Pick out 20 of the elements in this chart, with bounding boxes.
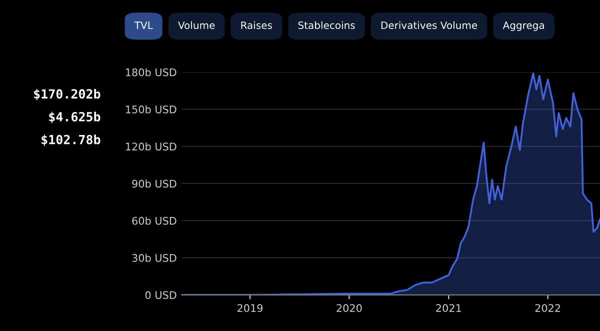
y-tick-label: 30b USD: [132, 254, 176, 262]
y-tick-label: 90b USD: [132, 180, 176, 188]
text: Raises: [241, 21, 272, 30]
y-tick-label: 120b USD: [126, 142, 176, 151]
text: $4.625b: [49, 112, 100, 124]
text: Aggrega: [502, 22, 544, 31]
text: TVL: [134, 22, 153, 29]
text: $170.202b: [34, 88, 100, 100]
text: Volume: [178, 21, 215, 30]
x-tick-label: 2022: [535, 304, 560, 312]
x-tick-label: 2019: [238, 304, 263, 312]
x-tick-label: 2020: [336, 304, 362, 312]
y-tick-label: 60b USD: [132, 216, 176, 225]
y-tick-label: 180b USD: [126, 68, 176, 76]
y-tick-label: 150b USD: [126, 105, 176, 114]
x-tick-label: 2021: [436, 304, 461, 312]
y-tick-label: 0 USD: [145, 291, 176, 300]
text: Derivatives Volume: [381, 21, 478, 30]
text: $102.78b: [42, 134, 100, 146]
text: Stablecoins: [298, 21, 355, 30]
